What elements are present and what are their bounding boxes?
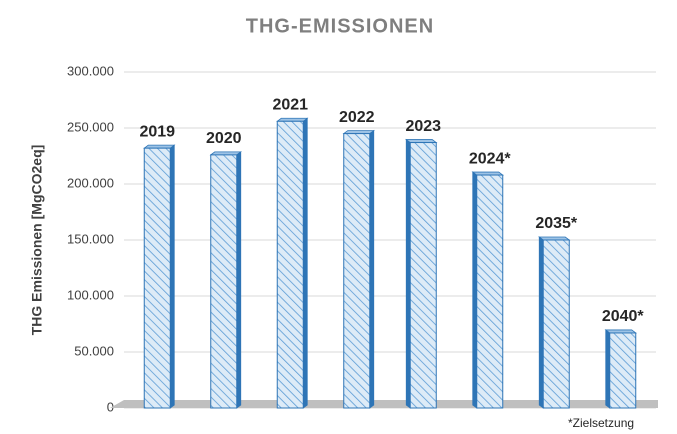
y-tick-label: 0 — [107, 399, 114, 414]
footnote: *Zielsetzung — [568, 416, 634, 430]
bar — [276, 120, 304, 409]
bar-side — [369, 129, 375, 409]
y-tick-label: 100.000 — [67, 287, 114, 302]
data-label: 2040* — [602, 308, 645, 325]
bar — [210, 154, 238, 409]
y-tick-label: 200.000 — [67, 175, 114, 190]
bar-side — [405, 138, 411, 409]
bar-side — [236, 151, 242, 409]
bar — [609, 332, 637, 409]
bar — [542, 239, 570, 409]
bar-side — [472, 171, 478, 409]
bar-side — [169, 144, 175, 409]
data-label: 2020 — [206, 130, 242, 147]
data-label: 2019 — [139, 123, 175, 140]
bar — [476, 174, 504, 409]
y-tick-label: 250.000 — [67, 119, 114, 134]
bar — [143, 147, 171, 409]
y-tick-label: 150.000 — [67, 231, 114, 246]
bar — [409, 142, 437, 409]
data-label: 2022 — [339, 109, 375, 126]
bar — [343, 133, 371, 409]
data-label: 2035* — [535, 215, 578, 232]
chart-title: THG-EMISSIONEN — [246, 15, 434, 37]
data-label: 2023 — [405, 118, 441, 135]
y-tick-label: 50.000 — [74, 343, 114, 358]
floor — [110, 400, 658, 408]
bar-side — [302, 117, 308, 409]
data-label: 2021 — [272, 96, 308, 113]
bar-side — [538, 236, 544, 409]
y-tick-label: 300.000 — [67, 63, 114, 78]
data-label: 2024* — [469, 150, 512, 167]
y-axis-label: THG Emissionen [MgCO2eq] — [29, 145, 45, 336]
bar-side — [605, 329, 611, 409]
